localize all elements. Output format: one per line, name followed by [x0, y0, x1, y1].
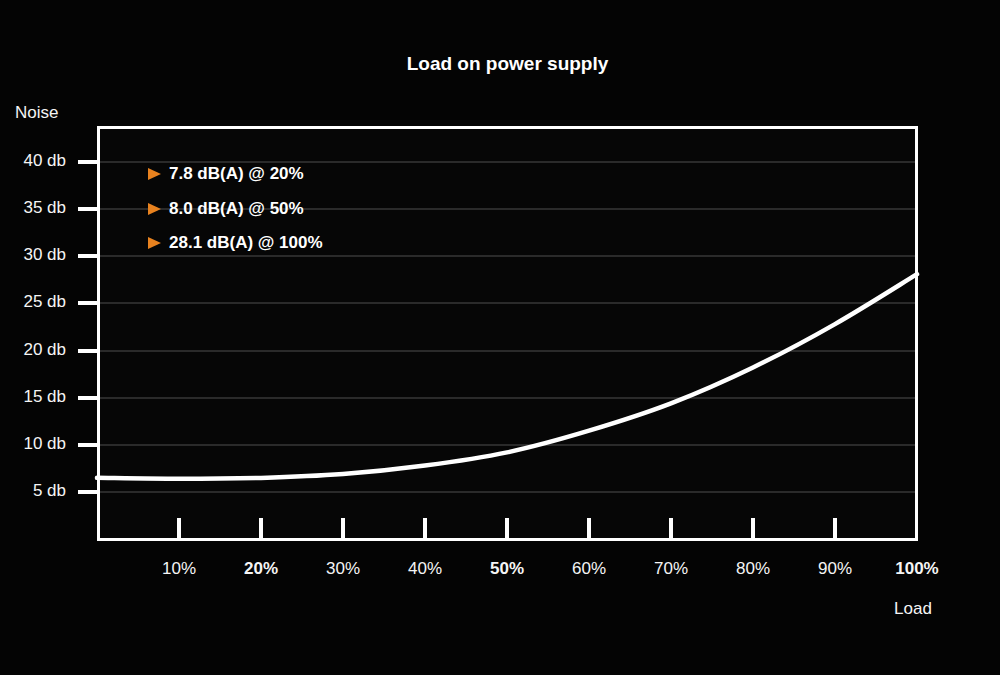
gridline: [100, 444, 915, 446]
legend-label: 7.8 dB(A) @ 20%: [169, 164, 304, 184]
y-tick: [78, 207, 97, 211]
legend-item: 28.1 dB(A) @ 100%: [148, 232, 323, 254]
x-tick: [177, 518, 181, 538]
y-tick-label: 5 db: [0, 481, 66, 501]
chart-canvas: Load on power supply Noise 40 db 35 db 30 …: [0, 0, 1000, 675]
gridline: [100, 397, 915, 399]
x-tick: [505, 518, 509, 538]
y-tick: [78, 301, 97, 305]
legend-item: 8.0 dB(A) @ 50%: [148, 198, 304, 220]
y-tick-label: 40 db: [0, 151, 66, 171]
x-tick-label: 70%: [626, 559, 716, 579]
y-tick-label: 15 db: [0, 387, 66, 407]
x-tick-label: 10%: [134, 559, 224, 579]
gridline: [100, 302, 915, 304]
legend-label: 28.1 dB(A) @ 100%: [169, 233, 323, 253]
y-tick: [78, 160, 97, 164]
chart-title: Load on power supply: [97, 53, 918, 75]
y-tick-label: 10 db: [0, 434, 66, 454]
y-tick: [78, 349, 97, 353]
x-tick: [669, 518, 673, 538]
gridline: [100, 255, 915, 257]
x-tick-label: 100%: [872, 559, 962, 579]
legend-label: 8.0 dB(A) @ 50%: [169, 199, 304, 219]
x-tick-label: 60%: [544, 559, 634, 579]
x-tick-label: 20%: [216, 559, 306, 579]
x-tick: [341, 518, 345, 538]
triangle-marker-icon: [148, 237, 161, 249]
y-tick: [78, 396, 97, 400]
x-tick: [751, 518, 755, 538]
x-tick-label: 90%: [790, 559, 880, 579]
y-tick-label: 30 db: [0, 245, 66, 265]
x-tick: [587, 518, 591, 538]
x-tick-label: 30%: [298, 559, 388, 579]
x-tick-label: 80%: [708, 559, 798, 579]
y-tick-label: 35 db: [0, 198, 66, 218]
y-tick-label: 25 db: [0, 292, 66, 312]
gridline: [100, 491, 915, 493]
x-tick-label: 40%: [380, 559, 470, 579]
plot-area: [97, 126, 918, 541]
x-tick: [259, 518, 263, 538]
y-axis-title: Noise: [15, 103, 58, 123]
x-tick-label: 50%: [462, 559, 552, 579]
y-tick: [78, 254, 97, 258]
x-tick: [833, 518, 837, 538]
legend-item: 7.8 dB(A) @ 20%: [148, 163, 304, 185]
y-tick: [78, 490, 97, 494]
y-tick-label: 20 db: [0, 340, 66, 360]
gridline: [100, 350, 915, 352]
x-tick: [423, 518, 427, 538]
x-axis-title: Load: [863, 599, 963, 619]
y-tick: [78, 443, 97, 447]
triangle-marker-icon: [148, 168, 161, 180]
triangle-marker-icon: [148, 203, 161, 215]
